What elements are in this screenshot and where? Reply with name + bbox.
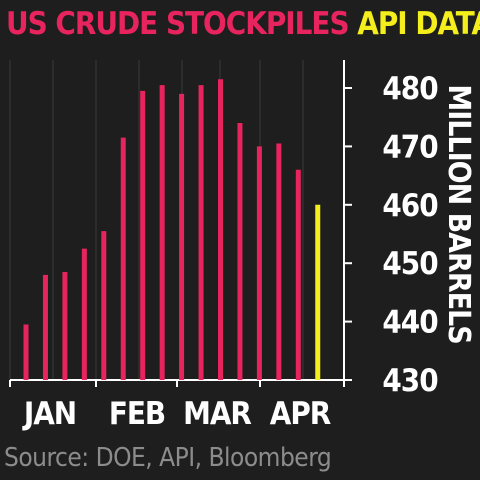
source-note: Source: DOE, API, Bloomberg [4, 443, 332, 473]
y-tick-label-3: 460 [382, 188, 438, 224]
y-tick-label-0: 430 [382, 363, 438, 399]
y-tick-label-5: 480 [382, 71, 438, 107]
x-tick-label-3: APR [270, 396, 331, 432]
title-main: US CRUDE STOCKPILES [6, 6, 350, 42]
x-tick-label-0: JAN [22, 396, 76, 432]
x-tick-label-1: FEB [109, 396, 165, 432]
x-tick-label-2: MAR [183, 396, 251, 432]
y-tick-label-4: 470 [382, 129, 438, 165]
bar-chart: 430 440 450 460 470 480 MILLION BARRELS JAN FEB M… [9, 60, 476, 432]
y-axis-title: MILLION BARRELS [441, 84, 476, 343]
y-tick-label-1: 440 [382, 305, 438, 341]
y-tick-label-2: 450 [382, 246, 438, 282]
chart-title: US CRUDE STOCKPILES API DATA [6, 2, 480, 46]
title-accent: API DATA [357, 6, 480, 42]
